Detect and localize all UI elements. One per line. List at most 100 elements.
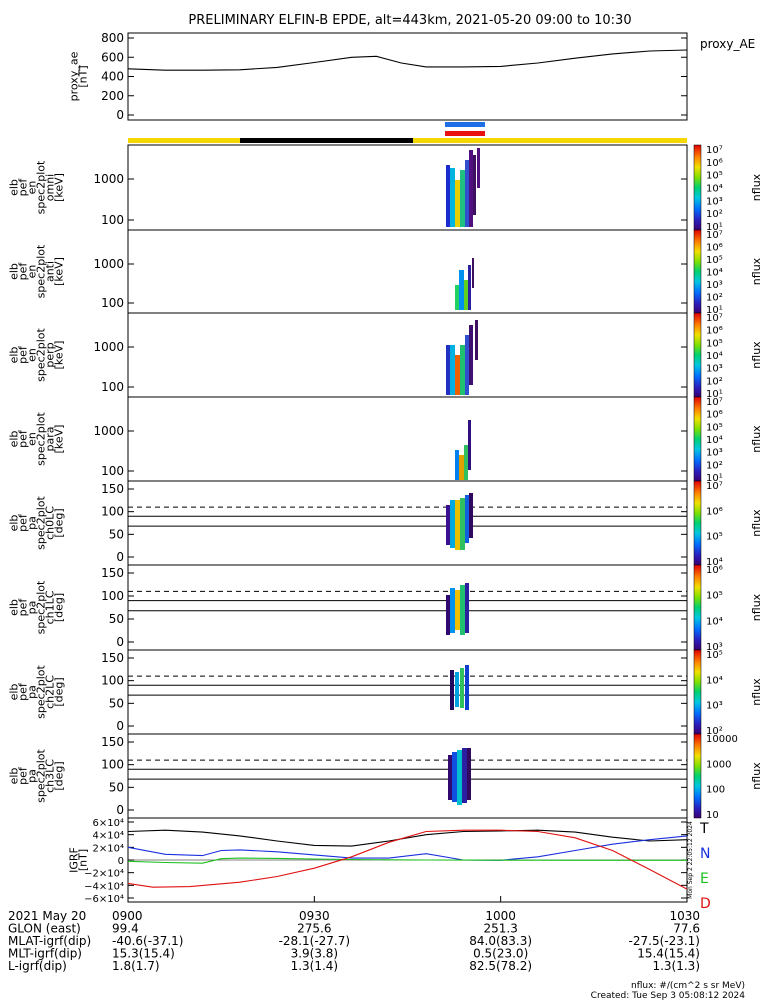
y-tick-label: 150 <box>101 651 124 665</box>
panel-frame <box>127 649 688 735</box>
y-tick-label: −4×10⁴ <box>84 881 124 892</box>
panel-ylabel: spec2plot <box>35 160 48 214</box>
panel-ylabel: pef <box>17 262 30 281</box>
panel-ylabel: spec2plot <box>35 749 48 803</box>
footer-value: 1.3(1.4) <box>291 959 339 973</box>
y-tick-label: 4×10⁴ <box>93 831 124 842</box>
panel-ylabel: ch2LC <box>44 675 57 709</box>
panel-ylabel: elb <box>8 599 21 616</box>
series-T <box>127 829 688 847</box>
panel-ylabel: spec2plot <box>35 328 48 382</box>
panel-ylabel: [nT] <box>77 849 90 871</box>
colorbar-tick-label: 10³ <box>706 642 723 653</box>
legend-N: N <box>700 846 710 862</box>
colorbar: 10000 1000 100 10 nflux <box>693 733 763 821</box>
colorbar-tick-label: 10⁴ <box>706 351 723 362</box>
y-tick-label: 0 <box>118 856 124 867</box>
y-tick-label: 100 <box>101 213 124 227</box>
colorbar-label: nflux <box>750 425 763 453</box>
legend-T: T <box>699 821 709 837</box>
y-tick-label: 600 <box>101 50 124 64</box>
series-proxy_AE <box>127 49 688 71</box>
colorbar-tick-label: 10⁵ <box>706 338 723 349</box>
footer-value: 1.3(1.3) <box>652 959 700 973</box>
colorbar-scale <box>693 564 702 651</box>
spectrogram-data <box>446 148 480 805</box>
panel-ylabel: pef <box>17 513 30 532</box>
panel-ylabel: [deg] <box>53 508 66 537</box>
footer-value: 15.3(15.4) <box>112 947 175 961</box>
colorbar: 10⁵ 10⁴ 10³ 10² nflux <box>693 649 763 737</box>
colorbar-label: nflux <box>750 509 763 537</box>
colorbar-tick-label: 10⁴ <box>706 557 723 568</box>
eclipse-bar <box>240 138 413 143</box>
panel-ylabel: en <box>26 181 39 195</box>
colorbar-scale <box>693 396 702 482</box>
fgm-zone-bar <box>445 131 485 136</box>
colorbar-tick-label: 10⁴ <box>706 675 723 686</box>
panel-ylabel: spec2plot <box>35 496 48 550</box>
y-tick-label: 100 <box>101 464 124 478</box>
colorbar-tick-label: 10 <box>706 810 719 821</box>
colorbar-label: nflux <box>750 762 763 790</box>
colorbar-tick-label: 10⁴ <box>706 268 723 279</box>
colorbar-tick-label: 10⁷ <box>706 397 723 408</box>
panel-ylabel: spec2plot <box>35 412 48 466</box>
footer-value: 251.3 <box>483 922 517 936</box>
footer-value: 0.5(23.0) <box>473 947 528 961</box>
y-tick-label: 0 <box>116 803 124 817</box>
footer-value: 77.6 <box>673 922 700 936</box>
colorbar-tick-label: 10⁴ <box>706 435 723 446</box>
footer-value: -27.5(-23.1) <box>629 934 700 948</box>
y-tick-label: 100 <box>101 296 124 310</box>
y-tick-label: 100 <box>101 674 124 688</box>
y-tick-label: 50 <box>109 696 124 710</box>
plot-title: PRELIMINARY ELFIN-B EPDE, alt=443km, 202… <box>188 13 631 28</box>
colorbar-tick-label: 10² <box>706 460 723 471</box>
footer-row-label: 2021 May 20 <box>8 909 86 923</box>
colorbar-label: nflux <box>750 173 763 201</box>
panel-ylabel: pef <box>17 345 30 364</box>
series-N <box>127 835 688 861</box>
y-tick-label: 1000 <box>93 340 124 354</box>
panel-ylabel: [keV] <box>53 341 66 370</box>
legend-D: D <box>700 896 711 912</box>
panel-ylabel: ch1LC <box>44 590 57 624</box>
footer-row: GLON (east) 99.4 275.6 251.3 77.6 <box>8 922 700 936</box>
panel-frame <box>127 32 688 121</box>
panel-frame <box>127 396 688 482</box>
y-tick-label: 6×10⁴ <box>93 818 124 829</box>
panel-frame <box>127 144 688 231</box>
panel-ylabel: pa <box>26 601 39 615</box>
panel-ylabel: elb <box>8 431 21 448</box>
colorbar-tick-label: 10⁵ <box>706 591 723 602</box>
y-tick-label: 100 <box>101 380 124 394</box>
colorbar-tick-label: 10⁶ <box>706 243 723 254</box>
colorbar-label: nflux <box>750 678 763 706</box>
colorbar-tick-label: 10³ <box>706 280 723 291</box>
panel-ylabel: anti <box>44 261 57 282</box>
colorbar-tick-label: 10³ <box>706 448 723 459</box>
colorbar-tick-label: 10² <box>706 293 723 304</box>
footer-value: 3.9(3.8) <box>291 947 339 961</box>
panel-ylabel: elb <box>8 515 21 532</box>
footer-row-label: L-igrf(dip) <box>8 959 67 973</box>
legend-E: E <box>700 871 709 887</box>
panel-frame <box>127 733 688 819</box>
panel-ylabel: IGRF <box>68 847 81 873</box>
panel-ylabel: elb <box>8 347 21 364</box>
panel-frame <box>127 564 688 651</box>
footer-row-label: MLT-igrf(dip) <box>8 947 82 961</box>
y-tick-label: 50 <box>109 612 124 626</box>
panel-ylabel: [deg] <box>53 761 66 790</box>
y-tick-label: 800 <box>101 31 124 45</box>
colorbar-tick-label: 10⁵ <box>706 255 723 266</box>
footer-value: 99.4 <box>112 922 139 936</box>
y-tick-label: 400 <box>101 70 124 84</box>
footer-value: 0900 <box>112 909 143 923</box>
